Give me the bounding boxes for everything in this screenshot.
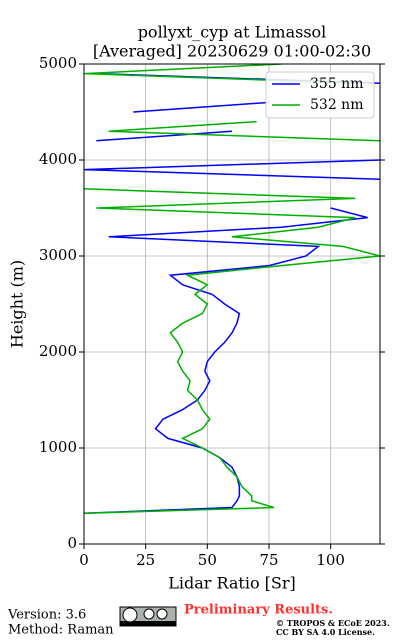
y-tick-label: 2000 (39, 342, 77, 360)
profile-line (84, 72, 380, 515)
y-tick-label: 4000 (39, 150, 77, 168)
x-tick-label: 50 (198, 551, 217, 569)
plot-frame (83, 63, 381, 545)
x-tick-label: 75 (259, 551, 278, 569)
copyright: © TROPOS & ECoE 2023. (276, 618, 390, 628)
chart-title: pollyxt_cyp at Limassol (138, 23, 327, 42)
x-axis-label: Lidar Ratio [Sr] (168, 574, 296, 593)
y-tick-label: 1000 (39, 438, 77, 456)
legend-label: 355 nm (310, 76, 363, 92)
legend-label: 532 nm (310, 97, 363, 113)
version: Version: 3.6 (7, 608, 86, 623)
x-tick-label: 100 (316, 551, 345, 569)
y-tick-label: 0 (67, 534, 77, 552)
cc-badge (119, 606, 177, 627)
x-tick-label: 0 (79, 551, 89, 569)
profile-line (84, 64, 380, 515)
plot-area (84, 64, 380, 515)
y-axis-label: Height (m) (8, 260, 27, 348)
method: Method: Raman (8, 623, 114, 638)
license: CC BY SA 4.0 License. (276, 627, 375, 637)
y-tick-label: 3000 (39, 246, 77, 264)
chart-subtitle: [Averaged] 20230629 01:00-02:30 (93, 42, 371, 61)
y-tick-label: 5000 (39, 54, 77, 72)
x-tick-label: 25 (136, 551, 155, 569)
status: Preliminary Results. (184, 603, 333, 618)
